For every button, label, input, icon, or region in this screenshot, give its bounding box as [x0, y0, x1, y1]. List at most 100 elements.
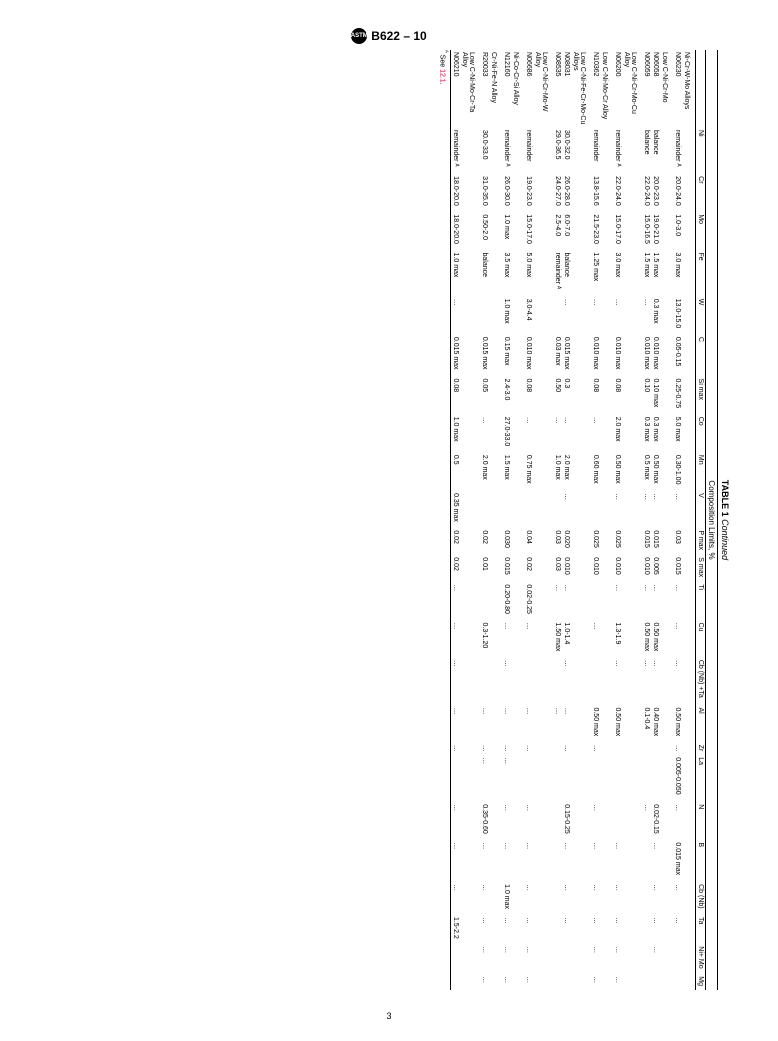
- table-cell: [622, 212, 642, 250]
- table-cell: …: [673, 658, 682, 706]
- table-cell: …: [591, 415, 600, 453]
- table-cell: …: [524, 743, 533, 756]
- table-cell: [622, 491, 642, 528]
- table-cell: 2.0 max: [613, 415, 622, 453]
- table-cell: [489, 840, 502, 882]
- table-cell: …: [451, 297, 460, 335]
- table-cell: …: [562, 840, 571, 882]
- table-cell: …: [524, 944, 533, 974]
- table-cell: [489, 377, 502, 415]
- table-row: N06200remainder ᴬ22.0-24.015.0-17.03.0 m…: [613, 50, 622, 990]
- column-header: Zr: [696, 743, 706, 756]
- table-row: R2003330.0-33.031.0-35.00.50-2.0balance0…: [480, 50, 489, 990]
- table-cell: 22.0-24.0: [613, 174, 622, 212]
- table-cell: [489, 974, 502, 990]
- table-cell: [562, 944, 571, 974]
- table-cell: [571, 755, 591, 802]
- column-header: P max: [696, 528, 706, 555]
- table-cell: …: [673, 915, 682, 944]
- table-cell: …: [562, 743, 571, 756]
- table-cell: [511, 377, 524, 415]
- table-cell: remainder ᴬ: [613, 128, 622, 174]
- table-cell: …: [524, 882, 533, 915]
- table-cell: …: [562, 882, 571, 915]
- table-cell: [460, 974, 480, 990]
- table-cell: 0.015: [673, 555, 682, 582]
- table-cell: [511, 915, 524, 944]
- table-cell: [613, 743, 622, 756]
- table-cell: 18.0-20.0: [451, 212, 460, 250]
- table-footnote: ᴬ See 12.1.: [439, 50, 451, 990]
- table-cell: [660, 915, 673, 944]
- table-cell: 0.75 max: [524, 453, 533, 491]
- table-cell: …: [480, 743, 489, 756]
- table-cell: balance: [651, 128, 660, 174]
- table-cell: 0.02: [451, 555, 460, 582]
- table-cell: …: [451, 743, 460, 756]
- table-cell: 0.50: [553, 377, 562, 415]
- table-cell: 0.50 max: [591, 705, 600, 742]
- table-cell: [600, 128, 613, 174]
- table-cell: …: [480, 944, 489, 974]
- table-cell: 0.3-1.20: [480, 621, 489, 658]
- table-cell: …: [480, 840, 489, 882]
- table-cell: 0.03: [553, 555, 562, 582]
- table-cell: …: [562, 582, 571, 620]
- table-cell: 1.5 max: [502, 453, 511, 491]
- table-cell: [660, 705, 673, 742]
- table-cell: [660, 212, 673, 250]
- table-cell: [480, 491, 489, 528]
- table-cell: [660, 802, 673, 840]
- table-cell: …: [591, 297, 600, 335]
- table-cell: [460, 297, 480, 335]
- table-cell: …: [524, 840, 533, 882]
- table-cell: …: [642, 658, 651, 706]
- table-cell: [591, 658, 600, 706]
- table-cell: …: [673, 743, 682, 756]
- table-cell: 1.0 max: [451, 251, 460, 297]
- table-cell: [451, 974, 460, 990]
- table-cell: R20033: [480, 50, 489, 128]
- column-header: Mg: [696, 974, 706, 990]
- table-cell: [489, 802, 502, 840]
- table-cell: Low C-Ni-Mo-Cr Alloy: [600, 50, 613, 128]
- table-cell: 0.3: [562, 377, 571, 415]
- table-row: Low C-Ni-Cr-Mo-Cu Alloy: [622, 50, 642, 990]
- table-cell: [622, 944, 642, 974]
- table-cell: [511, 174, 524, 212]
- table-cell: …: [642, 802, 651, 840]
- table-cell: …: [524, 974, 533, 990]
- table-cell: [642, 882, 651, 915]
- table-cell: [571, 528, 591, 555]
- table-cell: Low C-Ni-Cr-Mo-Cu Alloy: [622, 50, 642, 128]
- table-cell: N08535: [553, 50, 562, 128]
- table-cell: 31.0-35.0: [480, 174, 489, 212]
- table-cell: [622, 743, 642, 756]
- table-row: N0853529.0-36.524.0-27.02.5-4.0remainder…: [553, 50, 562, 990]
- table-cell: [451, 755, 460, 802]
- table-cell: [600, 528, 613, 555]
- table-cell: [682, 705, 696, 742]
- table-cell: [622, 555, 642, 582]
- table-cell: …: [524, 415, 533, 453]
- column-header: Si max: [696, 377, 706, 415]
- table-cell: 0.010: [613, 555, 622, 582]
- table-cell: …: [613, 915, 622, 944]
- table-cell: [460, 915, 480, 944]
- table-cell: [571, 491, 591, 528]
- table-cell: [642, 840, 651, 882]
- table-cell: [533, 377, 553, 415]
- table-cell: Ni-Co-Cr-Si Alloy: [511, 50, 524, 128]
- table-cell: [622, 802, 642, 840]
- table-cell: 0.02: [480, 528, 489, 555]
- table-cell: [533, 491, 553, 528]
- table-cell: [682, 621, 696, 658]
- table-cell: 30.0-33.0: [480, 128, 489, 174]
- table-cell: [660, 555, 673, 582]
- table-cell: [682, 802, 696, 840]
- table-cell: …: [613, 944, 622, 974]
- table-cell: [660, 297, 673, 335]
- table-cell: [480, 297, 489, 335]
- table-cell: …: [502, 705, 511, 742]
- table-cell: 0.015 max: [562, 335, 571, 377]
